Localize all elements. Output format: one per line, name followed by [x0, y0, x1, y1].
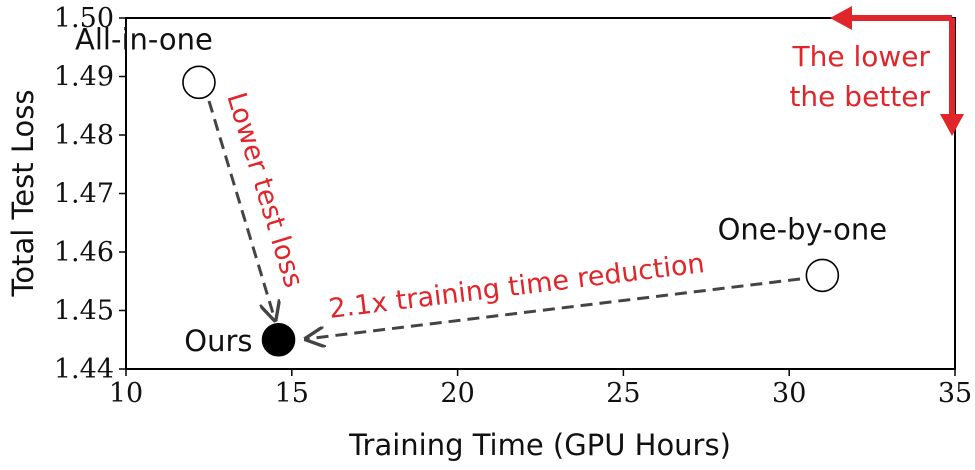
down-arrowhead-icon [940, 114, 964, 136]
x-tick-label: 15 [275, 378, 309, 409]
left-arrowhead-icon [830, 6, 852, 30]
corner-text-line1: The lower [791, 40, 930, 73]
lower-loss-arrow [207, 100, 275, 320]
y-tick-label: 1.45 [54, 296, 114, 327]
lower-better-arrow-icon [848, 15, 955, 122]
x-tick-label: 20 [440, 378, 474, 409]
y-tick-label: 1.46 [54, 237, 114, 268]
x-tick-label: 25 [606, 378, 640, 409]
y-tick-label: 1.49 [54, 62, 114, 93]
x-tick-label: 30 [772, 378, 806, 409]
y-tick-label: 1.48 [54, 120, 114, 151]
point-label-one-by-one: One-by-one [718, 212, 888, 246]
lower-test-loss-annotation: Lower test loss [220, 89, 309, 291]
corner-text-line2: the better [789, 80, 930, 113]
time-reduction-arrow [306, 277, 801, 339]
y-tick-label: 1.50 [54, 3, 114, 34]
point-ours [261, 322, 296, 357]
y-tick-label: 1.47 [54, 179, 114, 210]
point-all-in-one [182, 65, 216, 100]
x-axis-title: Training Time (GPU Hours) [348, 428, 731, 462]
y-tick-label: 1.44 [54, 354, 114, 385]
point-label-all-in-one: All-in-one [75, 22, 213, 56]
x-axis-ticks: 10 15 20 25 30 35 [109, 369, 972, 409]
x-tick-label: 10 [109, 378, 143, 409]
x-tick-label: 35 [938, 378, 972, 409]
point-label-ours: Ours [184, 324, 252, 358]
data-points: All-in-one Ours One-by-one [75, 22, 887, 357]
y-axis-ticks: 1.44 1.45 1.46 1.47 1.48 1.49 1.50 [54, 3, 126, 385]
point-one-by-one [805, 258, 840, 293]
y-axis-title: Total Test Loss [6, 90, 40, 298]
